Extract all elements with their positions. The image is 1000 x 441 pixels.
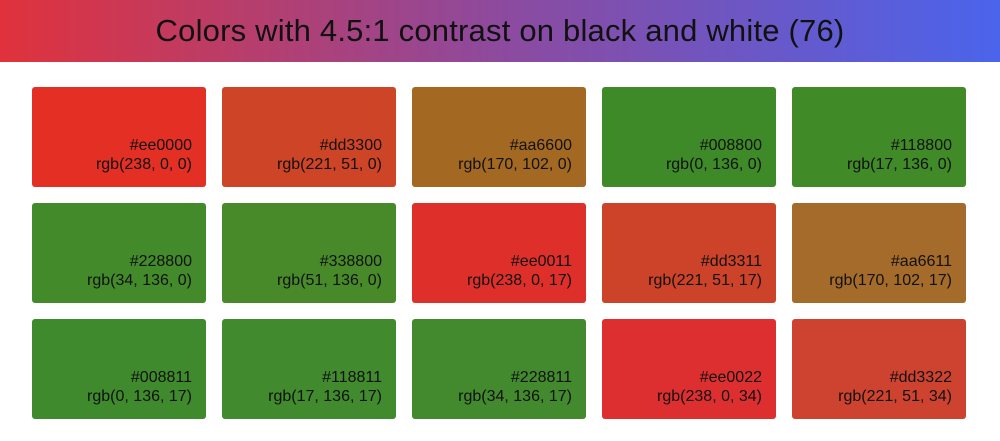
swatch-rgb: rgb(0, 136, 0) <box>665 156 762 173</box>
color-swatch[interactable]: #ee0022 rgb(238, 0, 34) <box>602 319 776 419</box>
color-swatch[interactable]: #ee0000 rgb(238, 0, 0) <box>32 87 206 187</box>
swatch-hex: #ee0000 <box>129 137 192 154</box>
color-swatch[interactable]: #228800 rgb(34, 136, 0) <box>32 203 206 303</box>
color-swatch[interactable]: #228811 rgb(34, 136, 17) <box>412 319 586 419</box>
swatch-rgb: rgb(34, 136, 0) <box>87 272 192 289</box>
color-swatch[interactable]: #118811 rgb(17, 136, 17) <box>222 319 396 419</box>
swatch-hex: #aa6611 <box>890 253 952 270</box>
swatch-rgb: rgb(221, 51, 34) <box>838 388 952 405</box>
color-swatch[interactable]: #aa6611 rgb(170, 102, 17) <box>792 203 966 303</box>
page-title: Colors with 4.5:1 contrast on black and … <box>155 13 845 48</box>
swatch-hex: #338800 <box>319 253 382 270</box>
swatch-rgb: rgb(238, 0, 17) <box>467 272 572 289</box>
swatch-hex: #ee0011 <box>510 253 572 270</box>
swatch-rgb: rgb(221, 51, 17) <box>648 272 762 289</box>
swatch-hex: #228800 <box>129 253 192 270</box>
color-swatch[interactable]: #008811 rgb(0, 136, 17) <box>32 319 206 419</box>
swatch-hex: #ee0022 <box>699 369 762 386</box>
color-swatch[interactable]: #dd3311 rgb(221, 51, 17) <box>602 203 776 303</box>
swatch-rgb: rgb(34, 136, 17) <box>458 388 572 405</box>
swatch-rgb: rgb(17, 136, 17) <box>268 388 382 405</box>
color-swatch-grid: #ee0000 rgb(238, 0, 0) #dd3300 rgb(221, … <box>32 87 966 419</box>
swatch-rgb: rgb(170, 102, 0) <box>458 156 572 173</box>
color-swatch[interactable]: #dd3300 rgb(221, 51, 0) <box>222 87 396 187</box>
swatch-rgb: rgb(51, 136, 0) <box>277 272 382 289</box>
swatch-rgb: rgb(0, 136, 17) <box>87 388 192 405</box>
color-swatch[interactable]: #dd3322 rgb(221, 51, 34) <box>792 319 966 419</box>
color-swatch[interactable]: #008800 rgb(0, 136, 0) <box>602 87 776 187</box>
page-header: Colors with 4.5:1 contrast on black and … <box>0 0 1000 62</box>
color-swatch[interactable]: #118800 rgb(17, 136, 0) <box>792 87 966 187</box>
swatch-hex: #118811 <box>322 369 382 386</box>
swatch-hex: #dd3322 <box>889 369 952 386</box>
swatch-rgb: rgb(221, 51, 0) <box>277 156 382 173</box>
swatch-hex: #dd3300 <box>319 137 382 154</box>
swatch-hex: #dd3311 <box>700 253 762 270</box>
swatch-rgb: rgb(170, 102, 17) <box>829 272 952 289</box>
swatch-hex: #008800 <box>699 137 762 154</box>
swatch-rgb: rgb(17, 136, 0) <box>847 156 952 173</box>
color-swatch[interactable]: #338800 rgb(51, 136, 0) <box>222 203 396 303</box>
swatch-rgb: rgb(238, 0, 34) <box>657 388 762 405</box>
swatch-hex: #aa6600 <box>509 137 572 154</box>
color-swatch[interactable]: #aa6600 rgb(170, 102, 0) <box>412 87 586 187</box>
swatch-hex: #008811 <box>130 369 192 386</box>
swatch-hex: #228811 <box>510 369 572 386</box>
swatch-hex: #118800 <box>890 137 952 154</box>
color-swatch[interactable]: #ee0011 rgb(238, 0, 17) <box>412 203 586 303</box>
swatch-rgb: rgb(238, 0, 0) <box>95 156 192 173</box>
